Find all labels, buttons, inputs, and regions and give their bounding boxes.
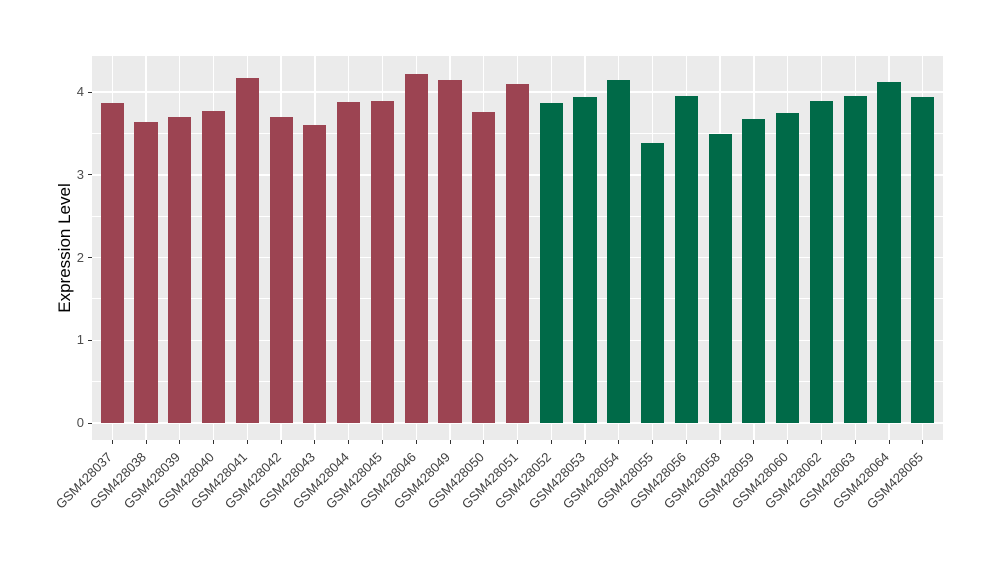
bar: [708, 133, 732, 423]
x-tick: [415, 440, 417, 444]
x-tick: [213, 440, 215, 444]
x-tick: [449, 440, 451, 444]
bar: [134, 122, 158, 423]
x-tick: [348, 440, 350, 444]
x-tick: [111, 440, 113, 444]
bar: [404, 74, 428, 423]
bar: [776, 112, 800, 423]
bar: [742, 118, 766, 423]
y-tick: [88, 257, 92, 259]
x-tick: [753, 440, 755, 444]
y-tick-label: 1: [76, 332, 84, 348]
x-tick: [550, 440, 552, 444]
x-tick: [145, 440, 147, 444]
bar: [269, 117, 293, 423]
x-tick: [685, 440, 687, 444]
x-tick: [787, 440, 789, 444]
x-tick: [854, 440, 856, 444]
y-tick: [88, 91, 92, 93]
bar: [303, 125, 327, 423]
x-tick: [820, 440, 822, 444]
x-tick: [280, 440, 282, 444]
bar: [235, 78, 259, 423]
x-tick: [314, 440, 316, 444]
plot-panel: [92, 56, 943, 440]
y-tick: [88, 174, 92, 176]
y-tick-label: 0: [76, 415, 84, 430]
bar: [370, 100, 395, 423]
x-tick: [517, 440, 518, 444]
x-tick: [179, 440, 181, 444]
bar: [505, 83, 530, 423]
bar: [809, 101, 834, 423]
x-tick: [584, 440, 586, 444]
bar: [438, 79, 462, 423]
y-tick-label: 4: [76, 84, 84, 100]
bar: [911, 97, 935, 423]
x-tick: [719, 440, 721, 444]
bar: [674, 96, 698, 423]
bar: [573, 97, 597, 423]
bar: [472, 112, 496, 423]
x-tick: [888, 440, 890, 444]
bar: [843, 96, 867, 423]
y-tick-label: 2: [76, 249, 84, 265]
y-tick: [88, 422, 92, 424]
x-tick: [618, 440, 620, 444]
bar: [607, 79, 631, 423]
bar: [100, 103, 124, 423]
x-tick: [922, 440, 924, 444]
x-tick: [381, 440, 383, 444]
x-tick: [246, 440, 248, 444]
bar: [337, 102, 361, 423]
y-tick-label: 3: [76, 166, 84, 182]
bar: [201, 111, 226, 423]
x-tick: [652, 440, 654, 444]
bar: [539, 103, 563, 423]
x-tick: [483, 440, 485, 444]
y-tick: [88, 339, 92, 341]
bar: [168, 117, 192, 423]
bar: [877, 82, 901, 423]
bar: [640, 142, 665, 423]
